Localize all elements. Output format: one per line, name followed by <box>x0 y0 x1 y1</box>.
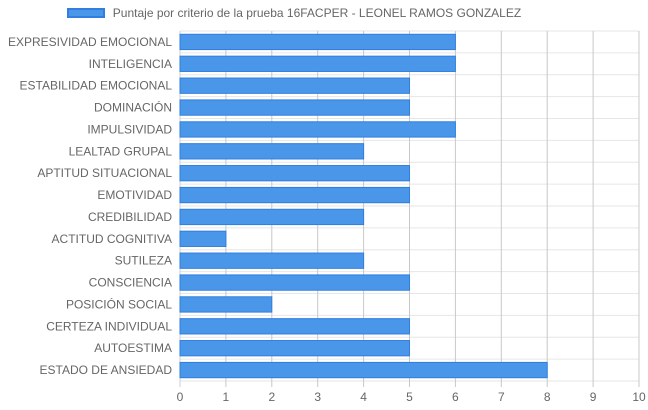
x-tick-label: 6 <box>452 390 459 404</box>
category-label: POSICIÓN SOCIAL <box>66 296 172 311</box>
x-tick-label: 0 <box>177 390 184 404</box>
bar[interactable] <box>179 318 410 335</box>
category-label: IMPULSIVIDAD <box>87 122 172 136</box>
category-label: EMOTIVIDAD <box>97 188 172 202</box>
bar[interactable] <box>179 33 456 51</box>
category-label: INTELIGENCIA <box>89 57 172 71</box>
bar[interactable] <box>179 208 365 226</box>
bar[interactable] <box>179 77 410 94</box>
category-label: LEALTAD GRUPAL <box>69 144 173 158</box>
chart-legend[interactable]: Puntaje por criterio de la prueba 16FACP… <box>0 6 648 20</box>
bars <box>179 33 548 379</box>
x-tick-label: 4 <box>360 390 367 404</box>
category-label: APTITUD SITUACIONAL <box>37 166 172 180</box>
category-label: CONSCIENCIA <box>89 276 172 290</box>
category-label: ESTABILIDAD EMOCIONAL <box>20 79 173 93</box>
bar[interactable] <box>179 296 273 313</box>
bar[interactable] <box>179 340 410 357</box>
x-tick-label: 10 <box>632 390 646 404</box>
x-tick-label: 2 <box>268 390 275 404</box>
category-label: ESTADO DE ANSIEDAD <box>40 363 173 377</box>
bar[interactable] <box>179 55 456 72</box>
legend-swatch <box>66 8 105 18</box>
category-label: EXPRESIVIDAD EMOCIONAL <box>8 35 172 49</box>
category-label: CERTEZA INDIVIDUAL <box>46 319 172 333</box>
x-tick-label: 8 <box>544 390 551 404</box>
category-label: SUTILEZA <box>115 254 172 268</box>
bar[interactable] <box>179 252 365 269</box>
category-label: AUTOESTIMA <box>94 341 172 355</box>
category-label: CREDIBILIDAD <box>88 210 172 224</box>
bar[interactable] <box>179 99 410 116</box>
category-label: DOMINACIÓN <box>94 100 172 115</box>
bar[interactable] <box>179 230 227 247</box>
x-tick-label: 5 <box>406 390 413 404</box>
x-tick-label: 3 <box>314 390 321 404</box>
bar[interactable] <box>179 165 410 182</box>
bar[interactable] <box>179 274 410 291</box>
bar[interactable] <box>179 121 456 138</box>
bar[interactable] <box>179 143 365 160</box>
legend-label: Puntaje por criterio de la prueba 16FACP… <box>112 6 522 20</box>
x-tick-label: 1 <box>223 390 230 404</box>
bar[interactable] <box>179 361 548 379</box>
x-axis-ticks: 0 1 2 3 4 5 6 7 8 9 10 <box>177 390 646 404</box>
category-labels: EXPRESIVIDAD EMOCIONAL INTELIGENCIA ESTABI… <box>8 35 172 377</box>
bar[interactable] <box>179 186 410 204</box>
x-tick-label: 7 <box>498 390 505 404</box>
x-tick-label: 9 <box>590 390 597 404</box>
category-label: ACTITUD COGNITIVA <box>52 232 172 246</box>
